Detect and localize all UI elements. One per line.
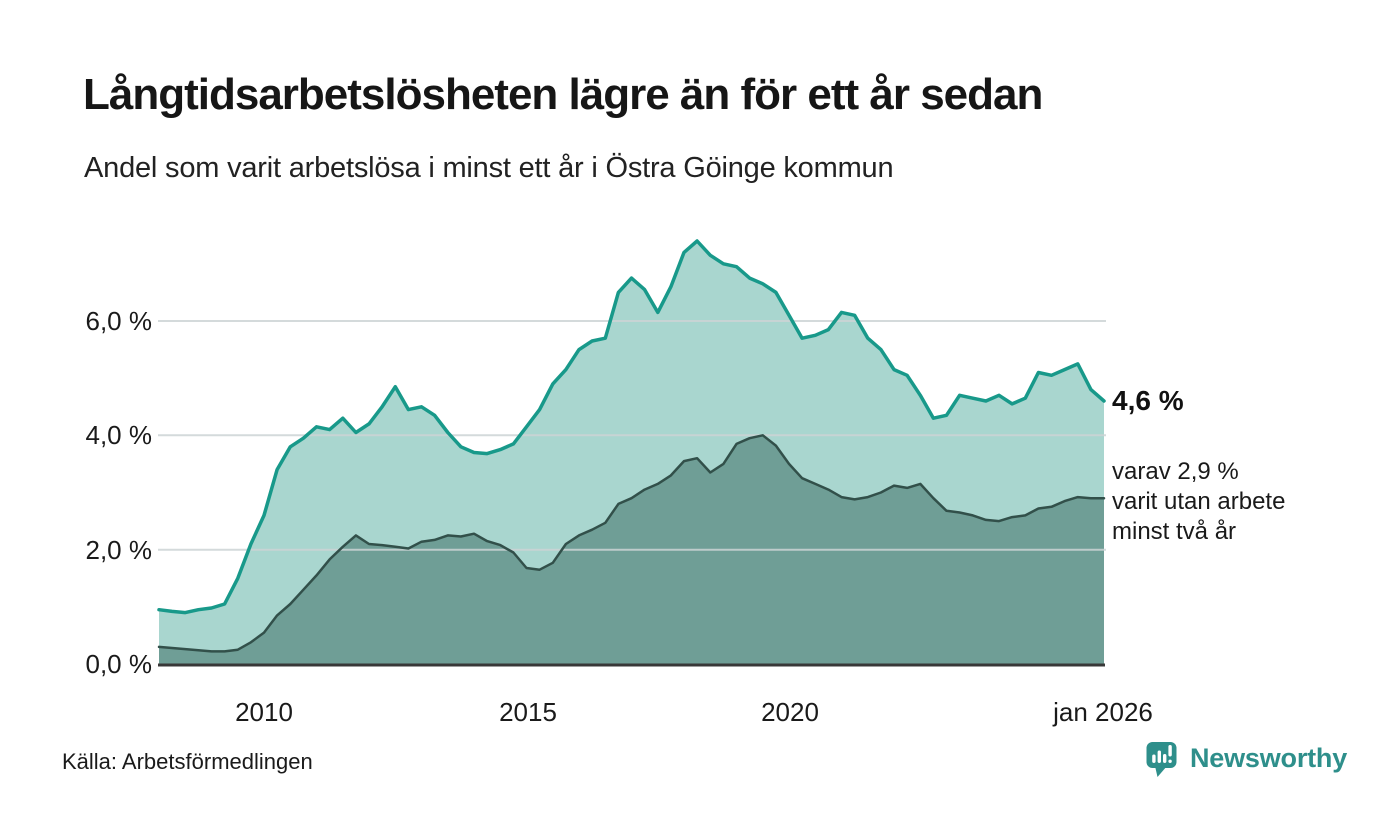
y-axis-tick-2: 2,0 % xyxy=(85,535,153,565)
newsworthy-wordmark: Newsworthy xyxy=(1190,743,1348,773)
x-axis-tick-2010: 2010 xyxy=(235,697,293,727)
subset-annotation-line2: varit utan arbete xyxy=(1112,488,1286,515)
subset-annotation-line3: minst två år xyxy=(1112,518,1237,545)
y-axis-tick-4: 4,0 % xyxy=(85,420,153,450)
y-axis-tick-0: 0,0 % xyxy=(85,649,153,679)
line-subset-two-years xyxy=(157,434,1106,653)
source-attribution: Källa: Arbetsförmedlingen xyxy=(62,749,313,774)
end-value-label-subset: varav 2,9 % varit utan arbete minst två … xyxy=(1112,457,1285,547)
end-value-label-total: 4,6 % xyxy=(1112,385,1184,416)
newsworthy-bubble-icon xyxy=(1146,742,1177,777)
x-axis-tick-2020: 2020 xyxy=(761,697,819,727)
y-axis-tick-6: 6,0 % xyxy=(85,306,153,336)
x-axis-tick-jan-2026: jan 2026 xyxy=(1053,697,1153,727)
page-title: Långtidsarbetslösheten lägre än för ett … xyxy=(83,70,1043,119)
newsworthy-logo: Newsworthy xyxy=(1146,741,1347,781)
subset-annotation-line1: varav 2,9 % xyxy=(1112,458,1239,485)
line-total-one-year xyxy=(157,239,1106,615)
chart-subtitle: Andel som varit arbetslösa i minst ett å… xyxy=(84,152,894,184)
x-axis-tick-2015: 2015 xyxy=(499,697,557,727)
